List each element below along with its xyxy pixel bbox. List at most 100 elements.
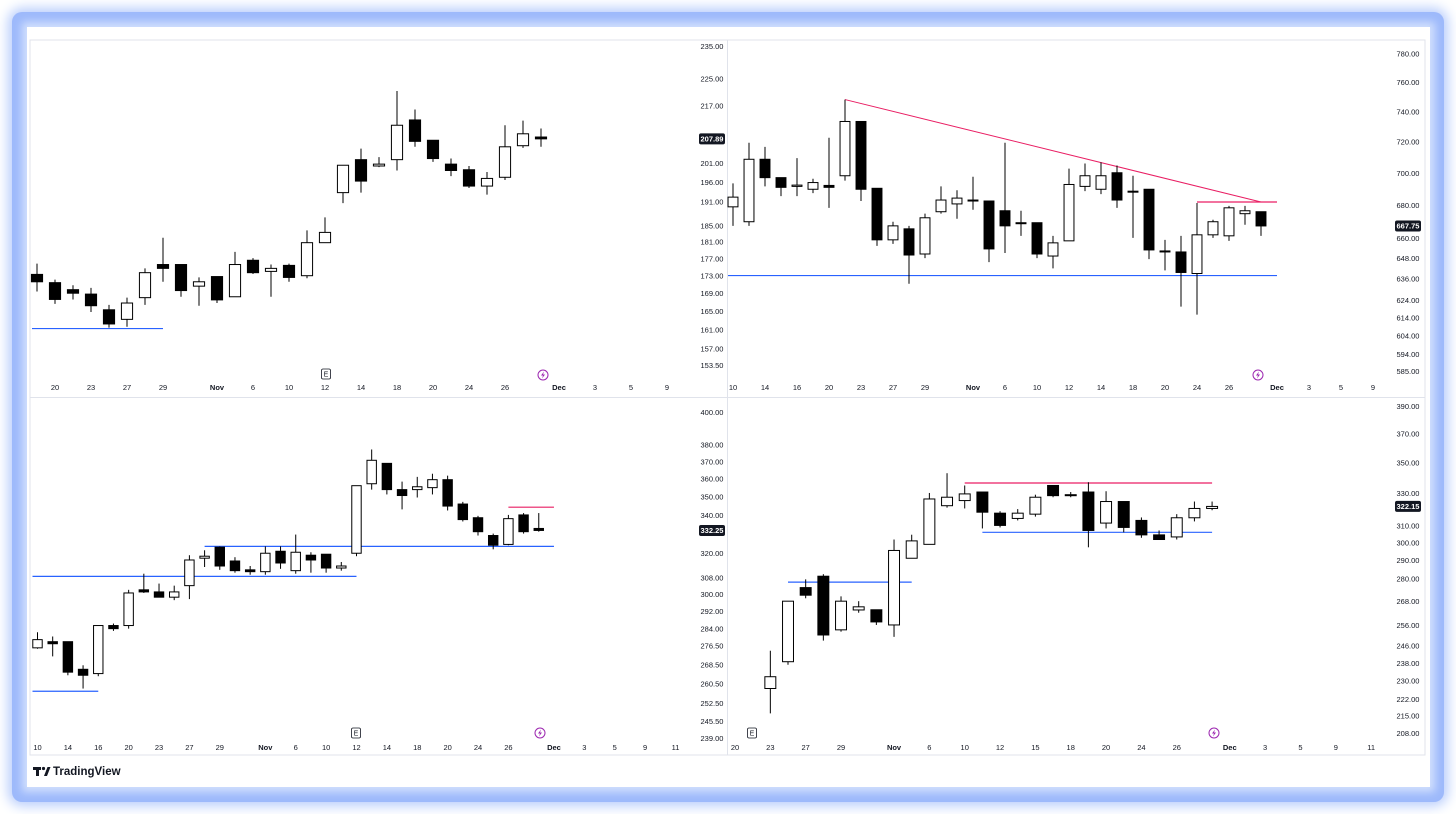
y-tick-label: 173.00 — [701, 272, 724, 281]
y-tick-label: 235.00 — [701, 42, 724, 51]
y-tick-label: 310.00 — [1397, 521, 1420, 530]
event-label: E — [324, 371, 329, 378]
y-tick-label: 185.00 — [701, 221, 724, 230]
candle-body — [138, 589, 150, 593]
candle-body — [174, 264, 188, 292]
candle-body — [1015, 222, 1027, 225]
candle-body — [905, 540, 918, 559]
candle-body — [305, 554, 317, 561]
candle-body — [941, 496, 954, 507]
candle-body — [759, 158, 771, 179]
x-tick-label: 3 — [1263, 743, 1267, 752]
x-tick-label: 15 — [1031, 743, 1039, 752]
candle-body — [77, 668, 89, 676]
x-tick-label: 18 — [1067, 743, 1075, 752]
candle-body — [1255, 211, 1267, 227]
x-tick-label: 5 — [629, 383, 633, 392]
candle-body — [275, 550, 286, 564]
candle-body — [1047, 242, 1059, 257]
candle-body — [870, 609, 883, 623]
candle-body — [807, 182, 819, 190]
candle-body — [994, 512, 1007, 526]
y-tick-label: 648.00 — [1397, 254, 1420, 263]
y-tick-label: 370.00 — [701, 457, 724, 466]
candle-body — [919, 217, 931, 255]
y-tick-label: 153.50 — [701, 361, 724, 370]
candle-body — [1082, 491, 1095, 531]
candle-body — [32, 639, 43, 649]
y-tick-label: 720.00 — [1397, 138, 1420, 147]
candle-body — [457, 503, 469, 521]
candle-body — [138, 272, 152, 299]
y-tick-label: 181.00 — [701, 238, 724, 247]
x-tick-label: 24 — [474, 743, 482, 752]
x-tick-label: 11 — [1367, 743, 1375, 752]
candle-body — [817, 575, 830, 636]
y-tick-label: 614.00 — [1397, 314, 1420, 323]
y-tick-label: 740.00 — [1397, 107, 1420, 116]
candle-body — [408, 119, 422, 142]
x-tick-label: Nov — [966, 383, 981, 392]
y-tick-label: 370.00 — [1397, 429, 1420, 438]
candle-body — [228, 264, 242, 298]
candle-body — [123, 592, 134, 627]
candle-body — [888, 549, 901, 626]
price-tag — [699, 133, 725, 145]
x-tick-label: 18 — [393, 383, 401, 392]
x-tick-label: 6 — [1003, 383, 1007, 392]
candle-body — [462, 169, 476, 187]
alert-icon-bolt — [1256, 371, 1260, 379]
x-tick-label: 26 — [501, 383, 509, 392]
price-tag-label: 322.15 — [1397, 502, 1420, 511]
x-tick-label: 11 — [672, 743, 680, 752]
candle-body — [320, 553, 332, 569]
candle-body — [1100, 501, 1113, 524]
candle-body — [84, 293, 98, 307]
y-tick-label: 245.50 — [701, 717, 724, 726]
candle-body — [336, 565, 347, 569]
y-tick-label: 165.00 — [701, 307, 724, 316]
candle-body — [480, 177, 494, 187]
candle-body — [210, 276, 224, 301]
x-tick-label: Dec — [1223, 743, 1237, 752]
y-tick-label: 268.50 — [701, 660, 724, 669]
candle-body — [1170, 517, 1183, 538]
candle-body — [887, 225, 899, 241]
y-tick-label: 624.00 — [1397, 296, 1420, 305]
candle-body — [935, 199, 947, 213]
x-tick-label: Dec — [552, 383, 566, 392]
candle-body — [799, 587, 812, 596]
candle-body — [290, 551, 301, 572]
x-tick-label: 10 — [1033, 383, 1041, 392]
logo-mark — [44, 767, 51, 776]
y-tick-label: 280.00 — [1397, 574, 1420, 583]
trend-line — [844, 99, 1262, 203]
event-badge — [747, 727, 757, 739]
candle-body — [472, 517, 484, 533]
x-tick-label: 12 — [1065, 383, 1073, 392]
candle-body — [1191, 234, 1203, 275]
y-tick-label: 292.00 — [701, 607, 724, 616]
candle-body — [1159, 250, 1171, 253]
candle-body — [300, 242, 314, 277]
candle-body — [782, 600, 794, 663]
x-tick-label: 9 — [643, 743, 647, 752]
logo-mark — [36, 767, 39, 776]
candle-body — [244, 569, 256, 573]
x-tick-label: 24 — [465, 383, 473, 392]
x-tick-label: 26 — [504, 743, 512, 752]
candle-body — [354, 159, 368, 182]
alert-icon-bolt — [541, 371, 545, 379]
candle-body — [1064, 494, 1077, 497]
candle-body — [852, 606, 865, 611]
y-tick-label: 177.00 — [701, 254, 724, 263]
candle-body — [518, 514, 529, 533]
x-tick-label: 24 — [1137, 743, 1145, 752]
candle-body — [366, 459, 377, 485]
y-tick-label: 350.00 — [701, 492, 724, 501]
y-tick-label: 400.00 — [701, 408, 724, 417]
x-tick-label: 5 — [1339, 383, 1343, 392]
candle-body — [871, 187, 883, 241]
